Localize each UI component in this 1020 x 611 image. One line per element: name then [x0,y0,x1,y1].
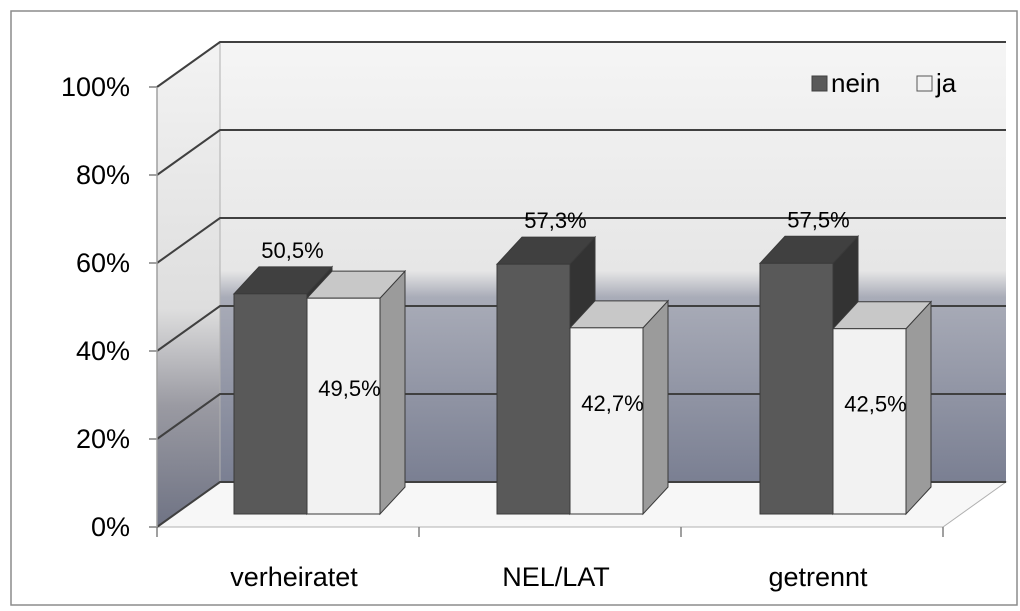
y-tick-label: 20% [76,424,130,454]
y-tick-label: 60% [76,248,130,278]
legend-label: ja [935,68,957,98]
bar-ja-1 [568,299,670,516]
data-label: 50,5% [261,238,323,263]
gridline [156,129,1006,176]
y-tick-label: 0% [91,512,130,542]
legend-swatch [916,75,933,92]
data-label: 42,5% [844,391,906,416]
bar-front-face [306,297,381,515]
bar-front-face [759,262,834,515]
y-tick-label: 80% [76,160,130,190]
y-tick-label: 40% [76,336,130,366]
bar-front-face [233,293,308,515]
bar-side-face [642,299,669,516]
legend-label: nein [831,68,880,98]
side-wall [156,41,221,528]
bar-front-face [569,327,644,515]
gridline [156,41,1006,88]
bar-ja-0 [305,269,407,516]
data-label: 42,7% [581,391,643,416]
x-category-label: NEL/LAT [502,562,610,592]
data-label: 49,5% [318,376,380,401]
bar-front-face [496,263,571,515]
x-category-label: getrennt [768,562,868,592]
gridline [156,305,1006,352]
legend-item-ja: ja [916,68,957,98]
gridline [156,393,1006,440]
data-label: 57,3% [524,208,586,233]
legend-item-nein: nein [811,68,880,98]
bar-side-face [905,300,932,516]
bar-front-face [832,328,907,515]
bar-ja-2 [831,300,933,516]
gridline [156,217,1006,264]
x-category-label: verheiratet [230,562,358,592]
data-label: 57,5% [787,207,849,232]
bar-side-face [379,269,406,516]
gridline [156,481,1006,528]
y-tick-label: 100% [61,72,130,102]
legend-swatch [811,75,828,92]
